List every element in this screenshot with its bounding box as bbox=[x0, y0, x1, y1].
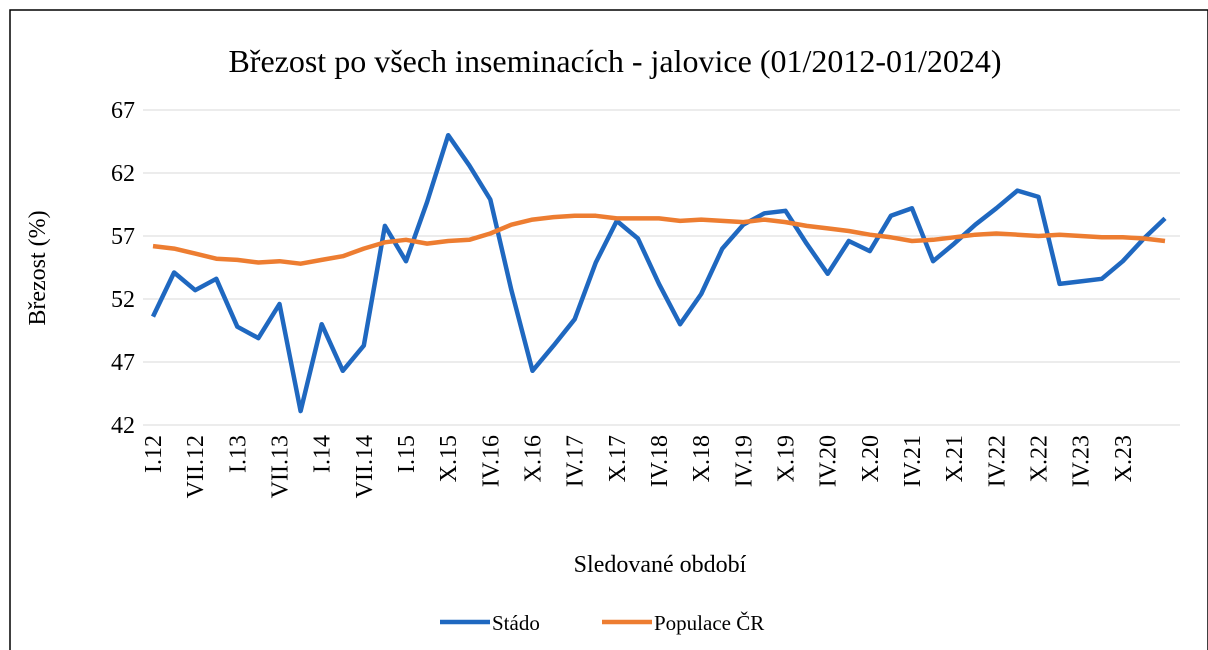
x-tick-label: X.20 bbox=[858, 435, 884, 482]
x-tick-label: IV.19 bbox=[731, 435, 757, 487]
y-tick-label: 52 bbox=[111, 287, 135, 313]
x-tick-label: X.17 bbox=[605, 435, 631, 482]
x-tick-label: VII.13 bbox=[268, 435, 294, 498]
x-tick-label: VII.12 bbox=[183, 435, 209, 498]
y-tick-label: 67 bbox=[111, 98, 135, 124]
x-tick-label: I.12 bbox=[141, 435, 167, 473]
x-tick-label: IV.22 bbox=[984, 435, 1010, 487]
frame bbox=[9, 9, 1208, 650]
x-tick-label: X.16 bbox=[521, 435, 547, 482]
y-tick-label: 47 bbox=[111, 350, 135, 376]
line-series bbox=[150, 132, 1167, 414]
x-tick-label: IV.18 bbox=[647, 435, 673, 487]
x-axis-label: Sledované období bbox=[574, 552, 747, 578]
x-tick-label: IV.20 bbox=[816, 435, 842, 487]
legend-label: Populace ČR bbox=[654, 611, 764, 635]
y-tick-label: 57 bbox=[111, 224, 135, 250]
x-tick-label: IV.23 bbox=[1069, 435, 1095, 487]
x-tick-label: I.15 bbox=[394, 435, 420, 473]
x-tick-label: I.13 bbox=[225, 435, 251, 473]
x-tick-label: X.23 bbox=[1111, 435, 1137, 482]
x-tick-label: X.21 bbox=[942, 435, 968, 482]
chart-title: Březost po všech inseminacích - jalovice… bbox=[228, 43, 1001, 79]
x-tick-label: X.19 bbox=[774, 435, 800, 482]
x-tick-label: IV.16 bbox=[478, 435, 504, 487]
x-tick-label: X.15 bbox=[436, 435, 462, 482]
y-tick-label: 62 bbox=[111, 161, 135, 187]
x-tick-label: X.18 bbox=[689, 435, 715, 482]
x-tick-label: IV.17 bbox=[563, 435, 589, 487]
line-series bbox=[152, 213, 1166, 266]
x-tick-label: VII.14 bbox=[352, 435, 378, 498]
legend-label: Stádo bbox=[492, 611, 540, 635]
x-tick-label: I.14 bbox=[310, 435, 336, 473]
y-axis-label: Březost (%) bbox=[25, 210, 51, 325]
x-tick-label: IV.21 bbox=[900, 435, 926, 487]
x-tick-label: X.22 bbox=[1027, 435, 1053, 482]
y-tick-label: 42 bbox=[111, 413, 135, 439]
